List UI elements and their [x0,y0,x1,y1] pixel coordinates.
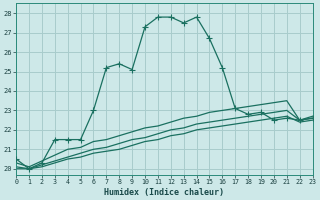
X-axis label: Humidex (Indice chaleur): Humidex (Indice chaleur) [104,188,224,197]
